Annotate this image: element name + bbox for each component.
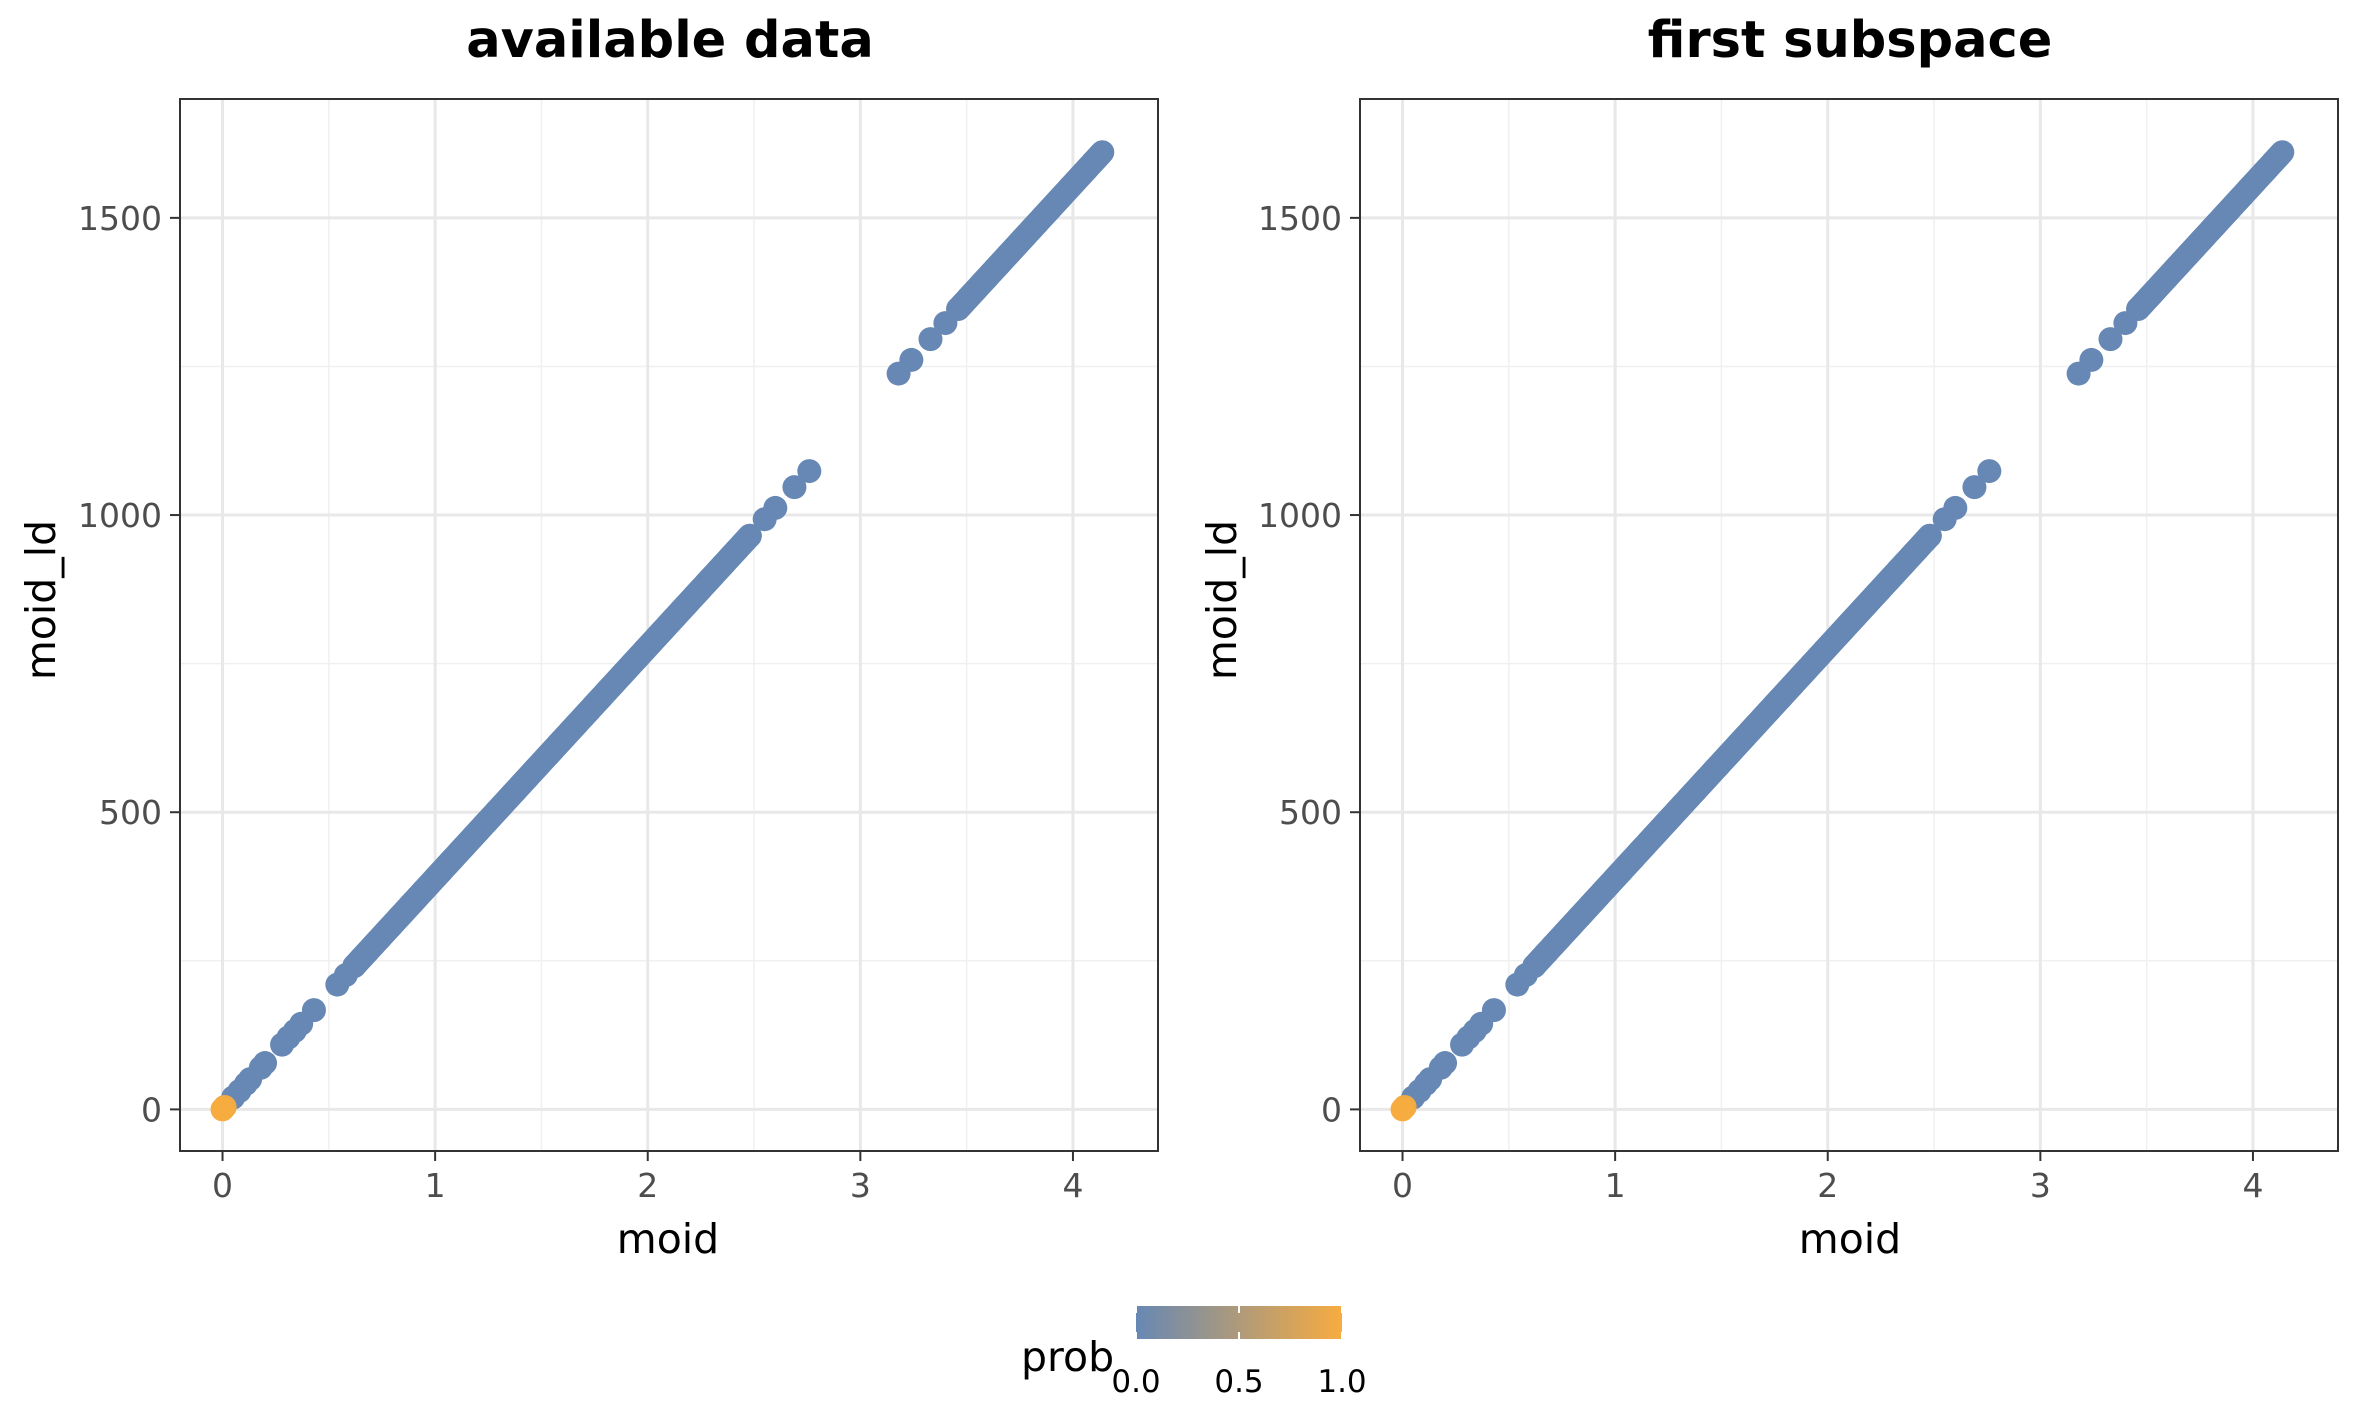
data-point — [797, 459, 822, 484]
data-point — [737, 523, 762, 548]
data-point — [2126, 296, 2151, 321]
x-tick-label: 4 — [1062, 1166, 1083, 1205]
chart-title: available data — [466, 11, 874, 70]
data-point — [763, 495, 788, 520]
data-point — [1522, 954, 1547, 979]
gridlines — [1360, 99, 2338, 1151]
x-tick-label: 0 — [212, 1166, 233, 1205]
data-point — [1390, 1097, 1415, 1122]
data-point — [1917, 523, 1942, 548]
data-point — [1977, 459, 2002, 484]
data-point — [2270, 140, 2295, 165]
data-points — [1390, 140, 2295, 1122]
x-tick-label: 2 — [637, 1166, 658, 1205]
legend-tick-label: 0.5 — [1214, 1364, 1263, 1400]
data-point — [1433, 1051, 1458, 1076]
y-tick-label: 1000 — [1258, 496, 1342, 535]
x-tick-label: 1 — [425, 1166, 446, 1205]
x-tick-label: 0 — [1392, 1166, 1413, 1205]
axis-ticks: 0 1 2 3 4 0 500 1000 1500 — [78, 199, 1083, 1205]
data-point — [899, 347, 924, 372]
gridlines — [180, 99, 1158, 1151]
y-tick-label: 500 — [1279, 793, 1342, 832]
y-tick-label: 500 — [99, 793, 162, 832]
data-point — [946, 296, 971, 321]
data-point — [1481, 998, 1506, 1023]
axis-ticks: 0 1 2 3 4 0 500 1000 1500 — [1258, 199, 2263, 1205]
data-point — [918, 327, 943, 352]
data-points — [210, 140, 1115, 1122]
data-point — [253, 1051, 278, 1076]
y-axis-label: moid_ld — [1198, 520, 1246, 680]
x-tick-label: 3 — [2030, 1166, 2051, 1205]
x-tick-label: 1 — [1605, 1166, 1626, 1205]
panel-available-data: available data 0 1 2 3 4 0 500 1000 1500 moid mo… — [17, 11, 1159, 1263]
plot-frame — [1359, 98, 2339, 1152]
legend-tick-label: 0.0 — [1111, 1364, 1160, 1400]
data-point — [1943, 495, 1968, 520]
legend-tick-label: 1.0 — [1317, 1364, 1366, 1400]
y-axis-label: moid_ld — [17, 520, 65, 680]
legend: prob 0.0 0.5 1.0 — [1021, 1306, 1367, 1400]
data-point — [782, 475, 807, 500]
x-tick-label: 2 — [1817, 1166, 1838, 1205]
y-tick-label: 1000 — [78, 496, 162, 535]
data-point — [301, 998, 326, 1023]
data-point — [2079, 347, 2104, 372]
data-point — [1962, 475, 1987, 500]
data-point — [342, 954, 367, 979]
data-point — [2098, 327, 2123, 352]
x-tick-label: 4 — [2242, 1166, 2263, 1205]
chart-title: first subspace — [1648, 11, 2053, 70]
y-tick-label: 0 — [1321, 1090, 1342, 1129]
x-axis-label: moid — [1799, 1215, 1901, 1263]
x-tick-label: 3 — [850, 1166, 871, 1205]
panel-first-subspace: first subspace 0 1 2 3 4 0 500 1000 1500 moid mo… — [1198, 11, 2339, 1263]
y-tick-label: 0 — [141, 1090, 162, 1129]
plot-frame — [179, 98, 1159, 1152]
data-point — [210, 1097, 235, 1122]
data-point — [1090, 140, 1115, 165]
y-tick-label: 1500 — [1258, 199, 1342, 238]
legend-title: prob — [1021, 1333, 1114, 1381]
y-tick-label: 1500 — [78, 199, 162, 238]
x-axis-label: moid — [617, 1215, 719, 1263]
